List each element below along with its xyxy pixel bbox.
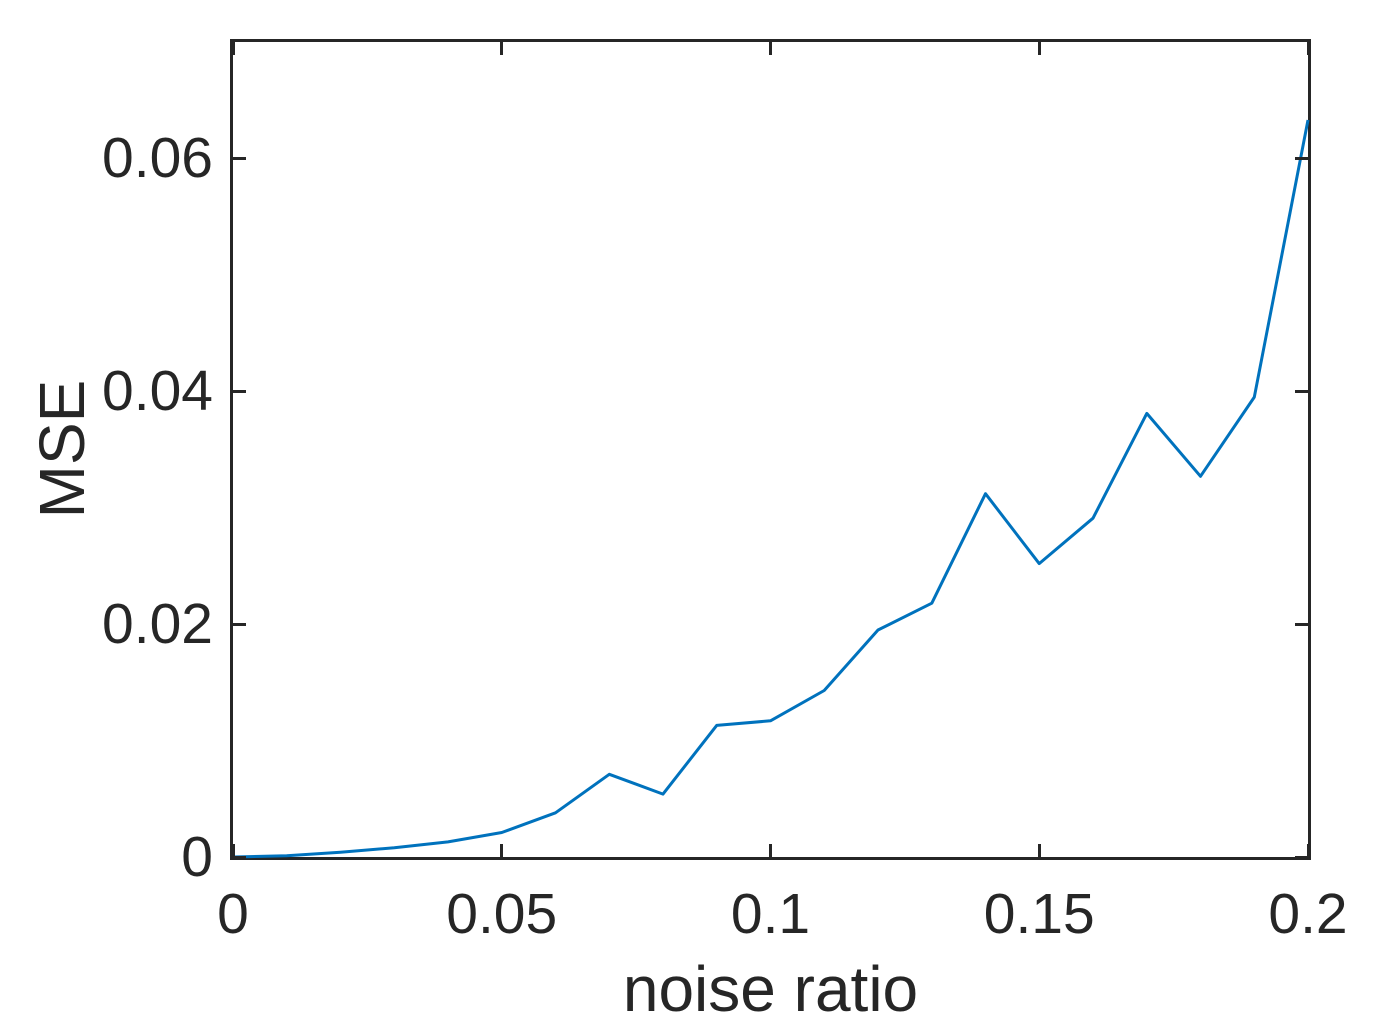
- line-chart-canvas: [232, 119, 1310, 859]
- x-tick-label: 0.1: [730, 882, 811, 946]
- x-tick-label: 0.05: [446, 882, 558, 946]
- y-tick-label: 0.02: [102, 592, 213, 657]
- plot-area: [230, 39, 1311, 860]
- tick-mark: [233, 855, 246, 859]
- tick-mark: [500, 42, 504, 55]
- y-tick-label: 0.04: [102, 359, 213, 424]
- tick-mark: [1295, 855, 1308, 859]
- mse-line: [232, 119, 1310, 859]
- tick-mark: [1037, 42, 1041, 55]
- tick-mark: [1295, 156, 1308, 160]
- tick-mark: [231, 42, 235, 55]
- y-tick-label: 0.06: [102, 126, 213, 191]
- tick-mark: [769, 42, 772, 55]
- x-tick-label: 0.15: [983, 882, 1095, 946]
- tick-mark: [1295, 622, 1308, 626]
- tick-mark: [1306, 42, 1310, 55]
- tick-mark: [1037, 844, 1041, 857]
- x-tick-label: 0.2: [1268, 882, 1348, 946]
- tick-mark: [233, 156, 246, 160]
- tick-mark: [233, 389, 246, 393]
- tick-mark: [1295, 389, 1308, 393]
- tick-mark: [500, 844, 504, 857]
- y-tick-label: 0: [181, 825, 213, 889]
- tick-mark: [233, 622, 246, 626]
- tick-mark: [231, 844, 235, 857]
- x-axis-label: noise ratio: [622, 953, 919, 1025]
- x-tick-label: 0: [217, 882, 249, 946]
- tick-mark: [769, 844, 772, 857]
- tick-mark: [1306, 844, 1310, 857]
